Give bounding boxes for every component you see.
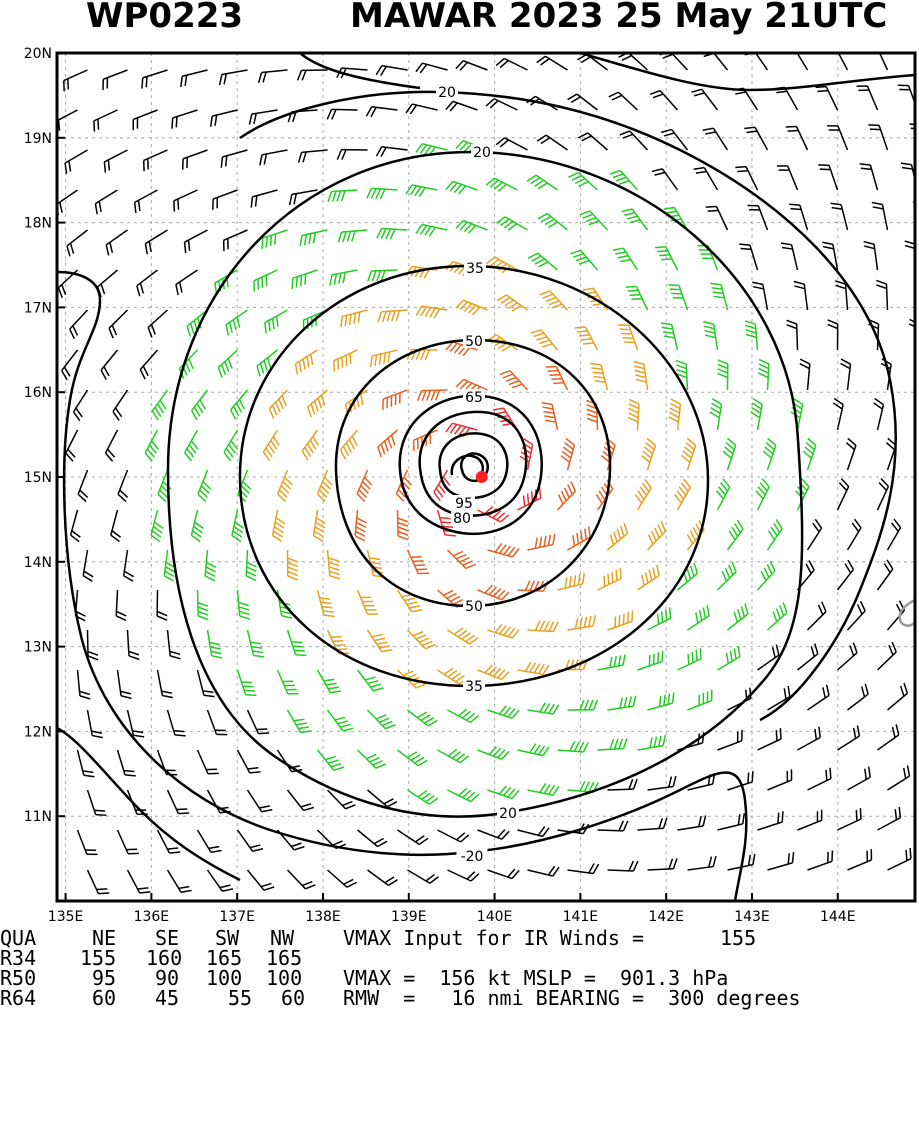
lat-label: 12N: [24, 724, 52, 740]
lon-label: 137E: [219, 909, 255, 925]
footer-label: R34: [0, 948, 36, 968]
contour-label: 20: [473, 145, 491, 161]
footer-se: 45: [155, 988, 179, 1008]
footer-sw: 55: [228, 988, 252, 1008]
footer-nw: 100: [266, 968, 302, 988]
contour-label: 50: [465, 334, 483, 350]
footer-row-r64: R64 60 45 55 60 RMW = 16 nmi BEARING = 3…: [0, 988, 919, 1128]
lat-label: 18N: [24, 216, 52, 232]
contour-label: 80: [453, 511, 471, 527]
contour-label: 65: [465, 390, 483, 406]
footer-rmw-text: RMW = 16 nmi BEARING = 300 degrees: [343, 988, 801, 1008]
lat-labels: 20N 19N 18N 17N 16N 15N 14N 13N 12N 11N: [24, 46, 52, 825]
lat-label: 19N: [24, 131, 52, 147]
lat-label: 16N: [24, 385, 52, 401]
lat-label: 11N: [24, 809, 52, 825]
footer-label: R50: [0, 968, 36, 988]
contour-label: 20: [499, 806, 517, 822]
contour-label: 35: [466, 261, 484, 277]
footer-nw: 165: [266, 948, 302, 968]
lon-label: 141E: [563, 909, 599, 925]
lon-labels: 135E 136E 137E 138E 139E 140E 141E 142E 143E 144E: [48, 909, 856, 925]
lon-label: 138E: [305, 909, 341, 925]
footer-label: QUA: [0, 928, 36, 948]
lon-label: 144E: [820, 909, 856, 925]
footer-sw: 100: [206, 968, 242, 988]
footer-vmax-text: VMAX = 156 kt MSLP = 901.3 hPa: [343, 968, 728, 988]
lon-label: 135E: [48, 909, 84, 925]
footer-se: 90: [155, 968, 179, 988]
contour-label: 20: [438, 85, 456, 101]
lon-label: 136E: [134, 909, 170, 925]
footer-sw: 165: [206, 948, 242, 968]
footer-sw: SW: [215, 928, 239, 948]
footer-se: 160: [146, 948, 182, 968]
footer-ne: 60: [92, 988, 116, 1008]
footer-vmax-input-text: VMAX Input for IR Winds =: [343, 928, 644, 948]
contour-label: 35: [465, 679, 483, 695]
lat-label: 17N: [24, 300, 52, 316]
lon-label: 142E: [648, 909, 684, 925]
lon-label: 143E: [734, 909, 770, 925]
contour-label: 95: [455, 496, 473, 512]
lat-label: 15N: [24, 470, 52, 486]
footer-vmax-input-value: 155: [720, 928, 756, 948]
lat-label: 20N: [24, 46, 52, 62]
storm-center-marker: [476, 471, 488, 483]
lon-label: 140E: [477, 909, 513, 925]
footer-nw: NW: [270, 928, 294, 948]
contour-label: -20: [461, 849, 484, 865]
footer-ne: 95: [92, 968, 116, 988]
footer-se: SE: [155, 928, 179, 948]
lon-label: 139E: [391, 909, 427, 925]
footer-ne: 155: [80, 948, 116, 968]
contour-label: 50: [465, 599, 483, 615]
footer-label: R64: [0, 988, 36, 1008]
footer-ne: NE: [92, 928, 116, 948]
footer-nw: 60: [281, 988, 305, 1008]
lat-label: 13N: [24, 640, 52, 656]
lat-label: 14N: [24, 555, 52, 571]
